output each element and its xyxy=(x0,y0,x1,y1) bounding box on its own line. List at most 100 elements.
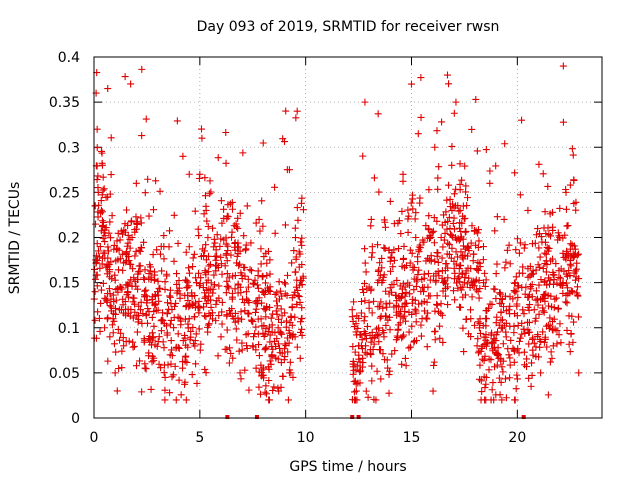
data-point xyxy=(489,345,497,353)
data-point xyxy=(99,218,107,226)
data-point xyxy=(109,315,117,323)
data-point xyxy=(270,337,278,345)
data-point xyxy=(368,253,376,261)
data-point xyxy=(167,316,175,324)
data-point xyxy=(98,149,106,157)
data-point xyxy=(453,279,461,287)
data-point xyxy=(222,250,230,258)
data-point xyxy=(234,250,242,258)
data-point xyxy=(552,260,560,268)
data-points xyxy=(90,62,583,419)
data-point xyxy=(456,160,464,168)
data-point xyxy=(179,364,187,372)
data-point xyxy=(478,388,486,396)
data-point xyxy=(283,334,291,342)
data-point xyxy=(261,388,269,396)
data-point xyxy=(515,337,523,345)
data-point xyxy=(377,298,385,306)
data-point xyxy=(101,254,109,262)
data-point xyxy=(200,252,208,260)
data-point xyxy=(431,307,439,315)
data-point xyxy=(124,288,132,296)
data-point xyxy=(127,260,135,268)
data-point xyxy=(482,146,490,154)
data-point xyxy=(375,324,383,332)
data-point xyxy=(122,338,130,346)
data-point xyxy=(468,293,476,301)
data-point xyxy=(196,170,204,178)
data-point xyxy=(518,116,526,124)
data-point xyxy=(261,290,269,298)
data-point xyxy=(424,225,432,233)
data-point xyxy=(97,197,105,205)
data-point xyxy=(195,269,203,277)
data-point xyxy=(108,212,116,220)
data-point xyxy=(279,372,287,380)
data-point xyxy=(553,279,561,287)
data-point xyxy=(183,284,191,292)
data-point xyxy=(205,292,213,300)
data-point xyxy=(492,295,500,303)
data-point xyxy=(572,276,580,284)
data-point xyxy=(482,380,490,388)
data-point xyxy=(96,264,104,272)
data-point xyxy=(154,306,162,314)
data-point xyxy=(439,243,447,251)
data-point xyxy=(262,343,270,351)
data-point xyxy=(358,345,366,353)
data-point xyxy=(431,336,439,344)
data-point xyxy=(498,396,506,404)
data-point xyxy=(99,234,107,242)
data-point xyxy=(125,257,133,264)
data-point xyxy=(187,327,195,335)
data-point xyxy=(138,65,146,73)
data-point xyxy=(476,315,484,323)
data-point xyxy=(361,297,369,305)
data-point xyxy=(251,330,259,338)
data-point xyxy=(445,213,453,221)
data-point xyxy=(372,332,380,340)
data-point xyxy=(106,333,114,341)
data-point xyxy=(351,348,359,356)
data-point xyxy=(524,293,532,301)
data-point xyxy=(236,283,244,291)
data-point xyxy=(201,312,209,320)
data-point xyxy=(265,396,273,404)
data-point xyxy=(414,271,422,279)
data-point xyxy=(417,321,425,329)
y-axis-label: SRMTID / TECUs xyxy=(7,182,23,295)
data-point xyxy=(161,285,169,293)
data-point xyxy=(199,284,207,292)
data-point xyxy=(490,335,498,343)
data-point xyxy=(294,216,302,224)
data-point xyxy=(459,324,467,332)
data-point xyxy=(155,360,163,368)
data-point xyxy=(545,245,553,253)
data-point xyxy=(217,197,225,205)
data-point xyxy=(402,299,410,307)
data-point xyxy=(355,314,363,322)
data-point xyxy=(575,250,583,258)
data-point xyxy=(385,389,393,397)
data-point xyxy=(289,373,297,381)
data-point xyxy=(420,288,428,296)
data-point xyxy=(100,229,108,237)
data-point xyxy=(170,211,178,219)
data-point xyxy=(365,299,373,307)
data-point xyxy=(494,328,502,336)
data-point xyxy=(467,265,475,273)
data-point xyxy=(470,250,478,258)
data-point xyxy=(474,266,482,274)
data-point xyxy=(375,188,383,196)
data-point xyxy=(183,277,191,285)
data-point xyxy=(548,208,556,216)
data-point xyxy=(521,241,529,249)
chart-title: Day 093 of 2019, SRMTID for receiver rws… xyxy=(197,19,500,35)
data-point xyxy=(202,241,210,249)
data-point xyxy=(424,309,432,317)
data-point xyxy=(192,360,200,368)
data-point xyxy=(205,309,213,317)
data-point xyxy=(126,312,134,320)
data-point xyxy=(94,172,102,180)
data-point xyxy=(501,292,509,300)
